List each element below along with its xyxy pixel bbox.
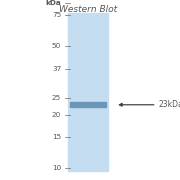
Text: 15: 15 — [52, 134, 61, 140]
Text: kDa: kDa — [45, 0, 61, 6]
Bar — [70, 102, 106, 107]
Text: 23kDa: 23kDa — [158, 100, 180, 109]
Text: Western Blot: Western Blot — [59, 5, 117, 14]
Text: 50: 50 — [52, 43, 61, 49]
Text: 75: 75 — [52, 12, 61, 18]
Text: 20: 20 — [52, 112, 61, 118]
Text: 25: 25 — [52, 95, 61, 102]
Text: 10: 10 — [52, 165, 61, 171]
Bar — [68, 13, 108, 171]
Text: 37: 37 — [52, 66, 61, 72]
